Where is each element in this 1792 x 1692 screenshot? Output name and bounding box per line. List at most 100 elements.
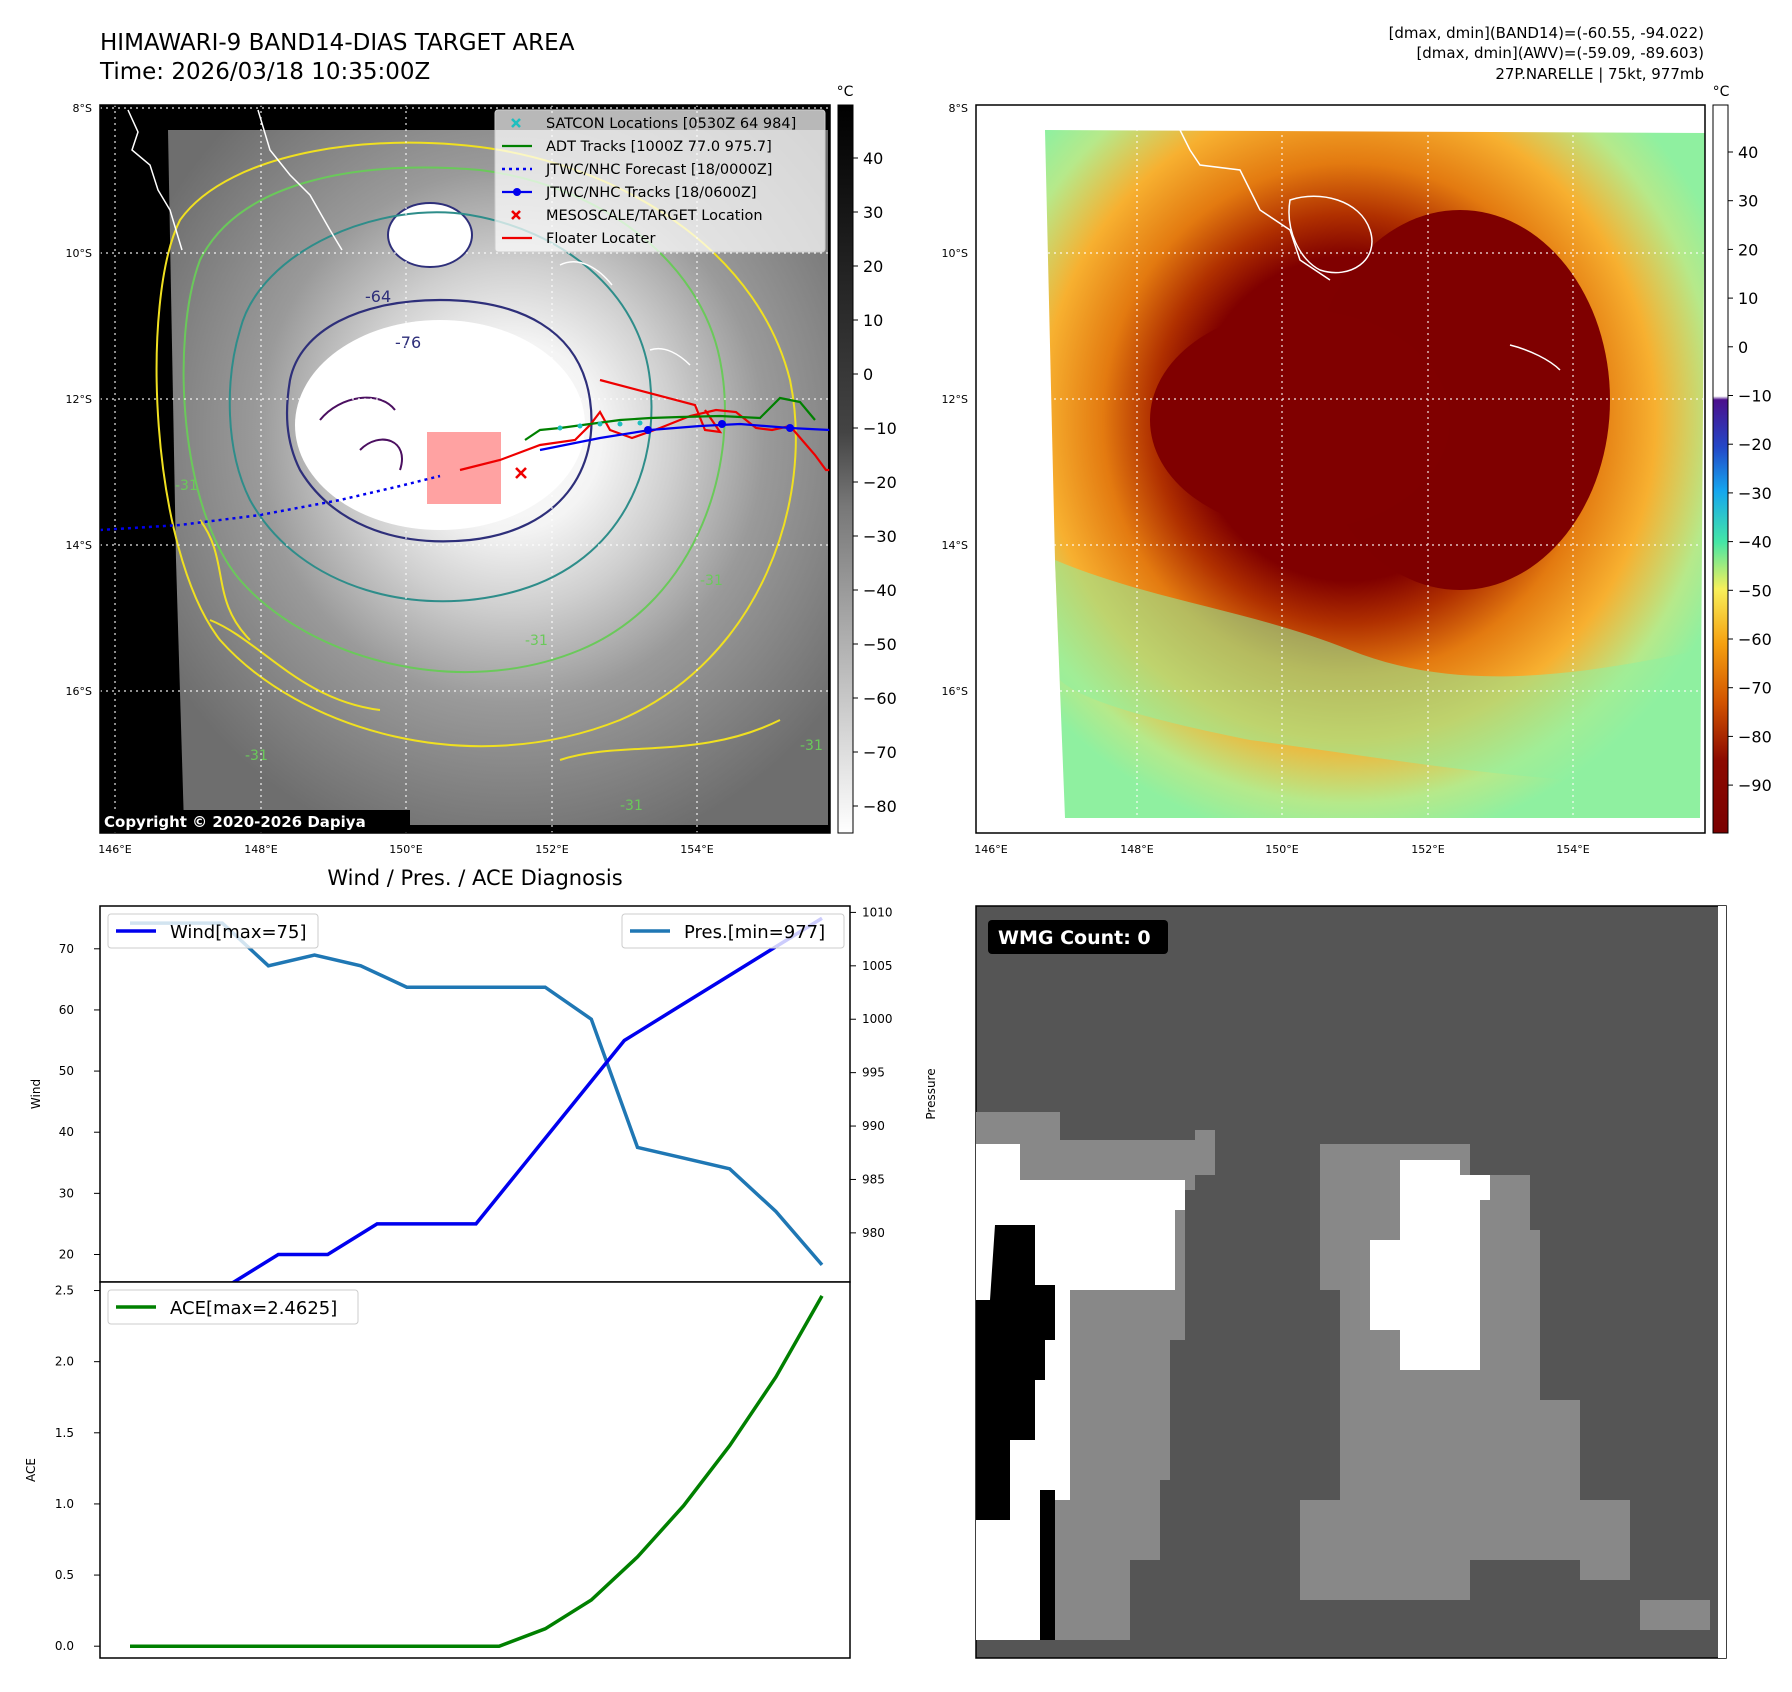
colorbar-tick-label: 10 <box>1738 289 1758 308</box>
colorbar-tick-label: 40 <box>863 149 883 168</box>
wind-pressure-chart: 20 30 40 50 60 70 980 985 990 995 1000 1005 1010 Wi… <box>29 905 938 1287</box>
figure-time: Time: 2026/03/18 10:35:00Z <box>99 59 430 85</box>
lat-tick: 14°S <box>942 539 968 552</box>
lon-tick: 150°E <box>1265 843 1298 856</box>
lon-tick: 152°E <box>1411 843 1444 856</box>
wmg-count-label: WMG Count: 0 <box>998 927 1151 949</box>
colorbar-unit: °C <box>837 84 854 100</box>
colorbar-tick-label: 30 <box>1738 192 1758 211</box>
lat-tick: 8°S <box>73 102 92 115</box>
jtwc-forecast-track <box>100 474 441 532</box>
contour-label: -31 <box>800 738 823 754</box>
colorbar-tick-label: −80 <box>863 797 897 816</box>
contour-label: -64 <box>365 287 391 306</box>
contour-label: -31 <box>175 478 198 494</box>
contour-label: -31 <box>700 573 723 589</box>
colorbar-tick-label: −10 <box>863 419 897 438</box>
lat-tick: 14°S <box>66 539 92 552</box>
y-tick-label: 0.5 <box>55 1568 74 1582</box>
pressure-legend: Pres.[min=977] <box>621 913 845 949</box>
y2-tick-label: 985 <box>862 1172 885 1186</box>
wind-axis-label: Wind <box>29 1079 43 1109</box>
lat-tick: 16°S <box>66 685 92 698</box>
ace-chart: 0.0 0.5 1.0 1.5 2.0 2.5 ACE ACE[max=2.4625] <box>24 1281 851 1659</box>
colorbar-tick-label: −40 <box>863 581 897 600</box>
y2-tick-label: 1010 <box>862 905 893 919</box>
legend-label: Floater Locater <box>546 231 655 247</box>
colorbar-tick-label: 20 <box>863 257 883 276</box>
ace-legend: ACE[max=2.4625] <box>107 1289 359 1325</box>
gray-colorbar: °C 40 30 20 10 0 −10 −20 −30 −40 −50 −60 −70 −80 <box>837 84 897 834</box>
y-tick-label: 60 <box>59 1003 74 1017</box>
lon-tick: 154°E <box>680 843 713 856</box>
contour-label: -31 <box>620 798 643 814</box>
colorbar-tick-label: −30 <box>863 527 897 546</box>
lat-tick: 10°S <box>942 247 968 260</box>
figure-title: HIMAWARI-9 BAND14-DIAS TARGET AREA <box>100 30 575 56</box>
y-tick-label: 1.0 <box>55 1497 74 1511</box>
lat-tick: 12°S <box>942 393 968 406</box>
legend-label: ADT Tracks [1000Z 77.0 975.7] <box>546 139 772 155</box>
colorbar-tick-label: −80 <box>1738 727 1772 746</box>
lon-tick: 148°E <box>244 843 277 856</box>
y-tick-label: 50 <box>59 1064 74 1078</box>
pressure-legend-label: Pres.[min=977] <box>684 922 825 943</box>
colorbar-tick-label: −70 <box>863 743 897 762</box>
colorbar-tick-label: −20 <box>1738 435 1772 454</box>
legend-label: SATCON Locations [0530Z 64 984] <box>546 116 796 132</box>
colorbar-tick-label: 0 <box>1738 338 1748 357</box>
ace-series-line <box>130 1295 824 1648</box>
colorbar-tick-label: −50 <box>1738 581 1772 600</box>
y2-tick-label: 980 <box>862 1226 885 1240</box>
lon-tick: 152°E <box>535 843 568 856</box>
colorbar-tick-label: −60 <box>1738 630 1772 649</box>
legend-marker-satcon <box>511 118 521 128</box>
y-tick-label: 30 <box>59 1186 74 1200</box>
y-tick-label: 40 <box>59 1125 74 1139</box>
colorbar-tick-label: −30 <box>1738 484 1772 503</box>
lat-tick: 16°S <box>942 685 968 698</box>
stats-band14: [dmax, dmin](BAND14)=(-60.55, -94.022) <box>1389 24 1704 42</box>
diagnosis-title: Wind / Pres. / ACE Diagnosis <box>327 866 622 890</box>
stats-awv: [dmax, dmin](AWV)=(-59.09, -89.603) <box>1416 44 1704 62</box>
colorbar-tick-label: 10 <box>863 311 883 330</box>
ace-legend-label: ACE[max=2.4625] <box>170 1298 337 1319</box>
lon-tick: 148°E <box>1120 843 1153 856</box>
colorbar-unit: °C <box>1713 84 1730 100</box>
jtwc-track-points <box>644 420 794 434</box>
wind-series-line <box>130 916 823 1287</box>
colorbar-tick-label: 40 <box>1738 143 1758 162</box>
ace-axis-label: ACE <box>24 1458 38 1482</box>
colorbar-tick-label: −10 <box>1738 387 1772 406</box>
y2-tick-label: 1005 <box>862 959 893 973</box>
lon-tick: 146°E <box>98 843 131 856</box>
legend-label: MESOSCALE/TARGET Location <box>546 208 763 224</box>
contour-label: -31 <box>525 633 548 649</box>
colorbar-tick-label: −70 <box>1738 679 1772 698</box>
y2-tick-label: 1000 <box>862 1012 893 1026</box>
legend-marker-target <box>511 210 521 220</box>
lon-tick: 150°E <box>389 843 422 856</box>
colorbar-tick-label: −90 <box>1738 776 1772 795</box>
y-tick-label: 70 <box>59 942 74 956</box>
y-tick-label: 2.5 <box>55 1284 74 1298</box>
lat-tick: 10°S <box>66 247 92 260</box>
contour-label: -76 <box>395 333 421 352</box>
floater-locater-track <box>459 408 830 472</box>
lat-tick: 8°S <box>949 102 968 115</box>
lon-tick: 146°E <box>974 843 1007 856</box>
colorbar-tick-label: −50 <box>863 635 897 654</box>
lat-tick: 12°S <box>66 393 92 406</box>
lon-tick: 154°E <box>1556 843 1589 856</box>
wind-legend: Wind[max=75] <box>107 913 319 949</box>
y-tick-label: 1.5 <box>55 1426 74 1440</box>
dias-colorbar: °C 40 30 20 10 0 −10 −20 −30 −40 −50 −60 −70 −80 −90 <box>1712 84 1772 834</box>
y-tick-label: 20 <box>59 1247 74 1261</box>
wmg-panel: WMG Count: 0 <box>975 905 1727 1659</box>
y2-tick-label: 995 <box>862 1066 885 1080</box>
y-tick-label: 2.0 <box>55 1355 74 1369</box>
colorbar-tick-label: 0 <box>863 365 873 384</box>
adt-track <box>524 396 816 441</box>
copyright-label: Copyright © 2020-2026 Dapiya <box>104 813 366 831</box>
